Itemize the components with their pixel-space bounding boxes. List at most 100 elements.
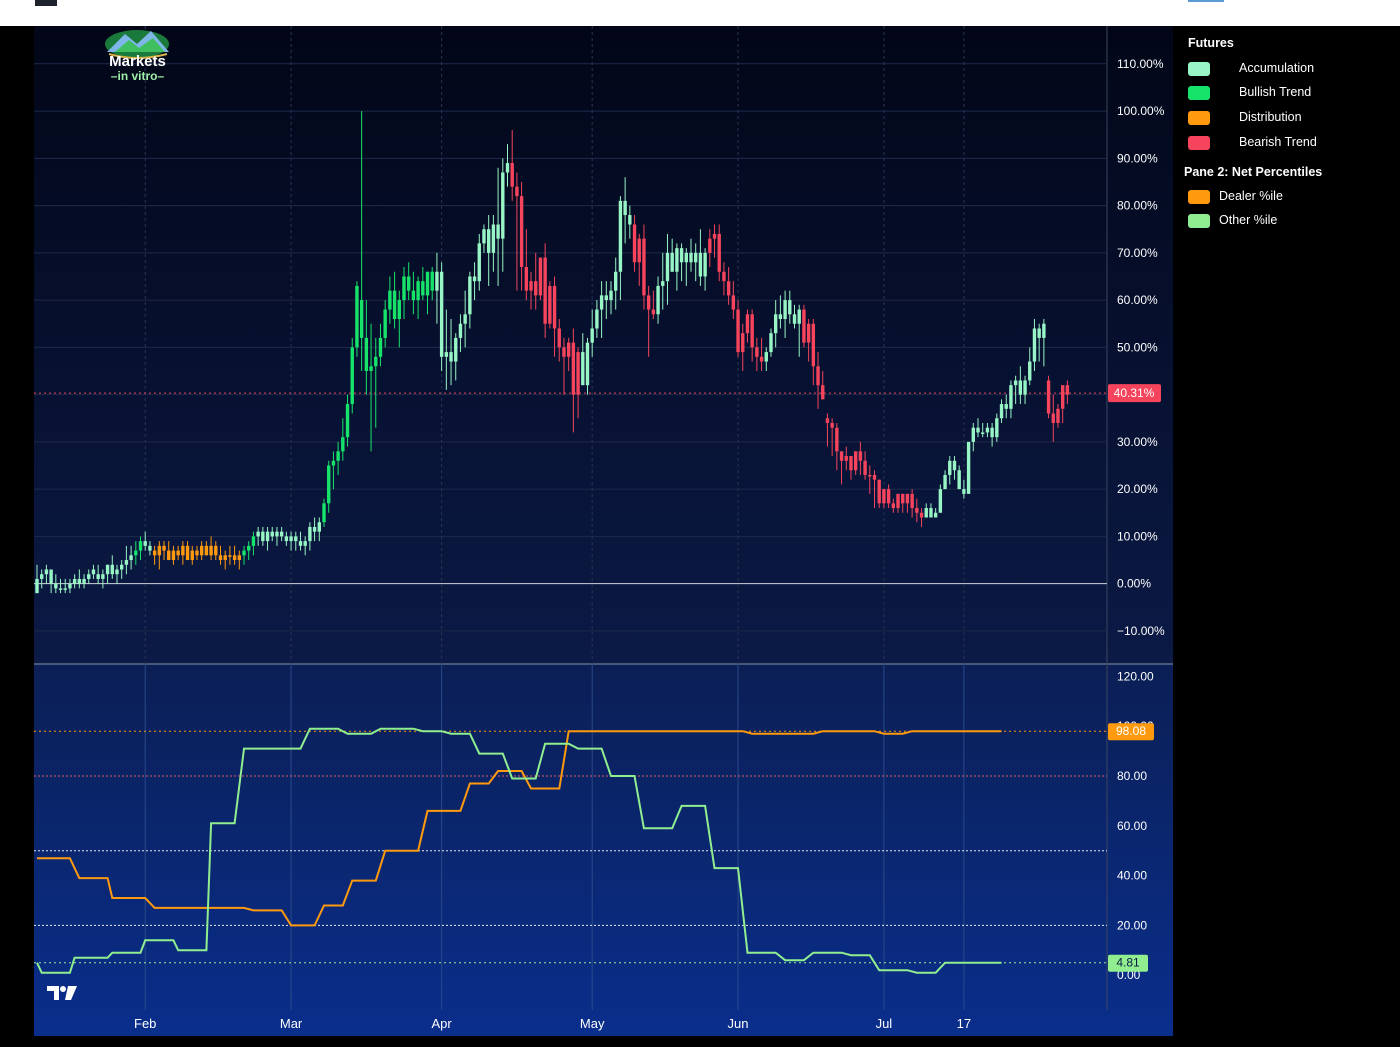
candle-body — [623, 200, 627, 216]
chart-svg[interactable]: 110.00% 100.00% 90.00% 80.00% 70.00% 60.00% 50… — [34, 26, 1173, 1036]
candle-body — [1013, 380, 1018, 386]
price-tick-label: 10.00% — [1117, 529, 1158, 543]
candle-body — [726, 281, 731, 296]
candle-body — [468, 276, 472, 315]
x-tick-label: Mar — [280, 1016, 303, 1031]
last-price-label: 40.31% — [1114, 386, 1155, 400]
candle-body — [482, 229, 486, 244]
candle-body — [731, 295, 736, 310]
candle-body — [138, 541, 143, 551]
legend-swatch — [1188, 136, 1210, 150]
candle-body — [853, 451, 858, 471]
chart-container[interactable]: 110.00% 100.00% 90.00% 80.00% 70.00% 60.00% 50… — [34, 26, 1173, 1036]
tradingview-logo-icon[interactable] — [46, 984, 78, 1002]
candle-body — [185, 545, 190, 561]
candle-body — [769, 333, 773, 353]
candle-body — [232, 555, 237, 561]
candle-body — [35, 578, 39, 594]
candle-body — [284, 536, 289, 542]
candle-body — [1056, 408, 1060, 423]
candle-body — [87, 574, 91, 579]
candle-body — [223, 555, 227, 561]
axis-labels: 110.00% 100.00% 90.00% 80.00% 70.00% 60.00% 50… — [134, 57, 1165, 1031]
candle-body — [576, 352, 580, 395]
candle-body — [933, 512, 938, 518]
candle-body — [1009, 385, 1013, 409]
top-toolbar — [0, 0, 1400, 26]
candle-body — [129, 555, 133, 561]
candle-body — [990, 427, 994, 438]
candle-body — [694, 252, 698, 263]
candle-body — [463, 314, 467, 324]
candle-body — [505, 163, 510, 173]
candle-body — [270, 531, 274, 537]
candle-body — [152, 550, 157, 556]
candle-body — [327, 465, 331, 504]
markets-in-vitro-logo: Markets –in vitro– — [95, 26, 180, 84]
candle-body — [199, 545, 204, 556]
candle-body — [359, 300, 364, 338]
candle-body — [778, 314, 783, 320]
candle-body — [557, 328, 561, 348]
candle-body — [609, 290, 613, 301]
candle-body — [999, 404, 1004, 419]
price-tick-label: 20.00% — [1117, 482, 1158, 496]
candle-body — [298, 541, 303, 546]
candle-body — [275, 531, 279, 537]
candle-body — [534, 281, 538, 296]
percentile-tick-label: 60.00 — [1117, 819, 1147, 833]
candle-body — [825, 418, 830, 423]
candle-body — [515, 186, 519, 197]
candle-body — [891, 503, 896, 509]
candle-body — [308, 526, 312, 542]
legend-label: Dealer %ile — [1219, 189, 1283, 203]
app-menu-icon[interactable] — [35, 0, 57, 6]
candle-body — [816, 366, 820, 386]
toolbar-button-icon[interactable] — [1188, 0, 1224, 2]
candle-body — [665, 252, 670, 282]
candle-body — [952, 460, 957, 471]
candle-body — [218, 555, 223, 561]
candle-body — [773, 314, 778, 334]
candle-body — [331, 460, 336, 466]
x-tick-label: Apr — [432, 1016, 453, 1031]
candle-body — [256, 531, 260, 537]
candle-body — [901, 493, 905, 504]
candle-body — [96, 574, 100, 579]
candle-body — [1060, 385, 1065, 409]
candle-body — [54, 583, 58, 589]
candle-body — [783, 300, 787, 320]
candle-body — [82, 578, 86, 584]
candle-body — [1051, 413, 1055, 423]
candle-body — [618, 200, 623, 272]
x-tick-label: May — [580, 1016, 605, 1031]
candle-body — [110, 564, 114, 575]
price-tick-label: 30.00% — [1117, 435, 1158, 449]
candle-body — [759, 356, 764, 362]
candle-body — [788, 300, 792, 315]
candle-body — [1042, 323, 1046, 338]
candle-body — [472, 276, 477, 282]
candle-body — [896, 493, 900, 509]
logo-line1: Markets — [109, 53, 166, 70]
candle-body — [1018, 380, 1023, 395]
candle-body — [435, 271, 439, 291]
candle-body — [91, 569, 96, 575]
candle-body — [251, 536, 256, 546]
candle-body — [736, 309, 740, 353]
candle-body — [406, 276, 411, 291]
candle-body — [312, 526, 317, 532]
candle-body — [115, 569, 119, 575]
percentile-last-value-label: 4.81 — [1116, 956, 1140, 970]
candle-body — [77, 578, 82, 584]
percentile-last-value-badge — [1108, 954, 1148, 972]
price-tick-label: 0.00% — [1117, 577, 1151, 591]
candle-body — [839, 451, 844, 461]
candle-body — [689, 252, 693, 263]
candle-body — [830, 422, 834, 428]
price-tick-label: 80.00% — [1117, 199, 1158, 213]
candle-body — [604, 295, 609, 301]
candle-body — [670, 252, 674, 272]
candle-body — [416, 281, 420, 301]
candle-body — [571, 342, 576, 395]
